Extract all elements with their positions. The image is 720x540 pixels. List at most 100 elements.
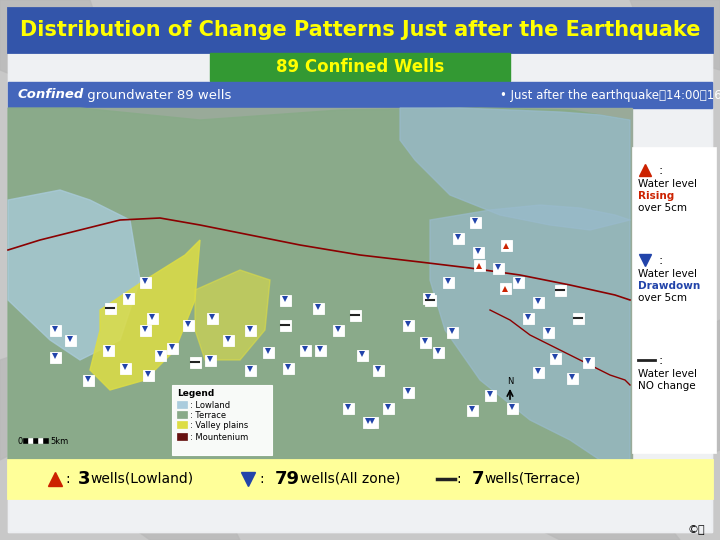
Polygon shape <box>430 205 630 460</box>
Bar <box>446 327 457 338</box>
Text: :: : <box>457 472 466 486</box>
Bar <box>572 313 583 323</box>
Text: Rising: Rising <box>638 191 674 201</box>
Bar <box>349 309 361 321</box>
Bar <box>582 356 593 368</box>
Text: Confined: Confined <box>18 89 84 102</box>
Text: : Valley plains: : Valley plains <box>190 421 248 429</box>
Bar <box>420 336 431 348</box>
Text: 0: 0 <box>18 437 23 447</box>
Bar <box>50 325 60 335</box>
Bar <box>513 276 523 287</box>
Bar <box>177 433 187 440</box>
Bar <box>549 353 560 363</box>
Bar <box>469 217 480 227</box>
Text: 89 Confined Wells: 89 Confined Wells <box>276 58 444 76</box>
Bar <box>33 438 38 443</box>
Polygon shape <box>195 270 270 360</box>
Polygon shape <box>80 490 240 540</box>
Bar <box>146 313 158 323</box>
Bar <box>523 313 534 323</box>
Text: NO change: NO change <box>638 381 696 391</box>
Bar <box>356 349 367 361</box>
Bar <box>506 402 518 414</box>
Text: over 5cm: over 5cm <box>638 293 687 303</box>
Bar <box>177 401 187 408</box>
Text: • Just after the earthquake（14:00～16:00）: • Just after the earthquake（14:00～16:00） <box>500 89 720 102</box>
Polygon shape <box>8 190 140 360</box>
Text: groundwater 89 wells: groundwater 89 wells <box>83 89 231 102</box>
Bar <box>533 367 544 377</box>
Text: wells(Lowland): wells(Lowland) <box>90 472 193 486</box>
Bar <box>402 387 413 397</box>
Bar <box>366 416 377 428</box>
Bar <box>279 320 290 330</box>
Bar <box>23 438 28 443</box>
Text: 79: 79 <box>275 470 300 488</box>
Bar <box>474 260 485 271</box>
Text: over 5cm: over 5cm <box>638 203 687 213</box>
Text: 3: 3 <box>78 470 91 488</box>
Text: Legend: Legend <box>177 388 215 397</box>
Bar <box>28 438 33 443</box>
Bar <box>554 285 565 295</box>
Bar <box>633 148 716 453</box>
Bar <box>189 356 200 368</box>
Bar <box>140 325 150 335</box>
Bar <box>312 302 323 314</box>
Bar <box>8 108 632 460</box>
Bar <box>207 313 217 323</box>
Bar <box>433 347 444 357</box>
Polygon shape <box>660 320 720 470</box>
Bar <box>343 402 354 414</box>
Bar <box>65 334 76 346</box>
Bar <box>282 362 294 374</box>
Bar <box>279 294 290 306</box>
Text: Water level: Water level <box>638 269 697 279</box>
Bar <box>38 438 43 443</box>
Bar <box>8 8 712 52</box>
Bar <box>362 416 374 428</box>
Text: :: : <box>655 354 663 367</box>
Bar <box>182 320 194 330</box>
Text: wells(All zone): wells(All zone) <box>300 472 400 486</box>
Bar <box>382 402 394 414</box>
Bar <box>372 364 384 375</box>
Bar <box>485 389 495 401</box>
Bar <box>567 373 577 383</box>
Text: 5km: 5km <box>50 437 68 447</box>
Bar <box>452 233 464 244</box>
Bar <box>492 262 503 273</box>
Text: :: : <box>260 472 269 486</box>
Bar <box>263 347 274 357</box>
Bar <box>500 240 511 251</box>
Bar <box>443 276 454 287</box>
Bar <box>177 421 187 428</box>
Text: Water level: Water level <box>638 369 697 379</box>
Text: Water level: Water level <box>638 179 697 189</box>
Bar <box>333 325 343 335</box>
Bar <box>166 342 178 354</box>
Bar <box>143 369 153 381</box>
Bar <box>50 352 60 362</box>
Text: wells(Terrace): wells(Terrace) <box>484 472 580 486</box>
Polygon shape <box>0 0 110 90</box>
Bar <box>315 345 325 355</box>
Bar <box>467 404 477 415</box>
Text: : Terrace: : Terrace <box>190 410 226 420</box>
Bar <box>542 327 554 338</box>
Bar <box>8 460 712 498</box>
Bar <box>402 320 413 330</box>
Polygon shape <box>630 0 720 70</box>
Bar <box>500 282 510 294</box>
Bar <box>122 293 133 303</box>
Bar <box>104 302 115 314</box>
Bar <box>172 385 272 455</box>
Bar <box>155 349 166 361</box>
Bar <box>533 296 544 307</box>
Bar <box>425 294 436 306</box>
Polygon shape <box>0 340 60 460</box>
Text: ©明: ©明 <box>688 525 705 535</box>
Bar <box>245 364 256 375</box>
Text: : Mountenium: : Mountenium <box>190 433 248 442</box>
